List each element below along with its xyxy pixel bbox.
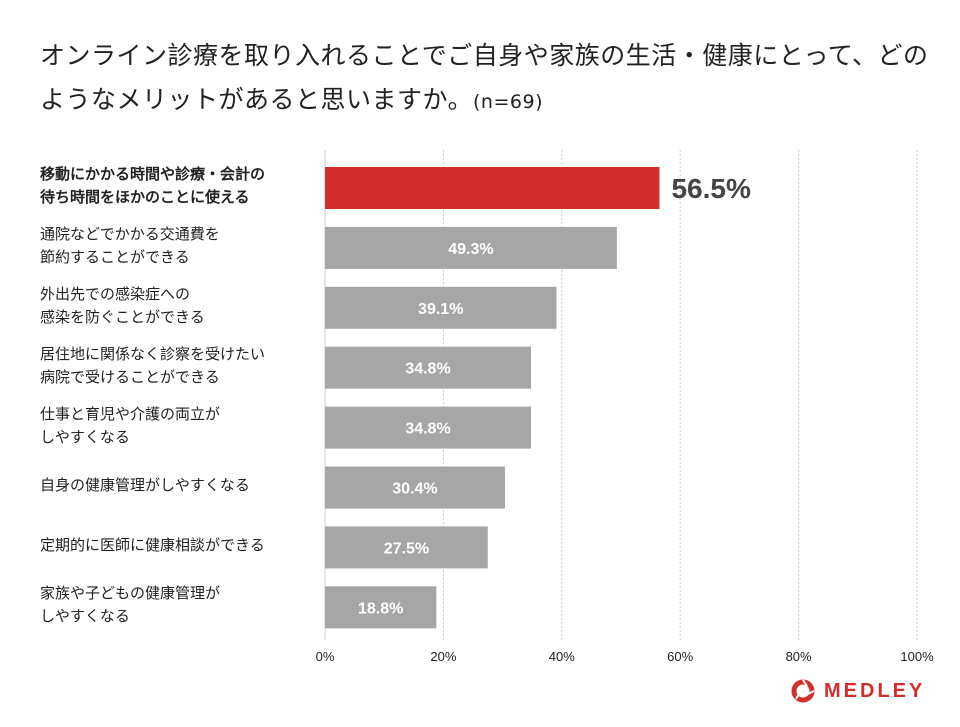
category-label: 外出先での感染症への 感染を防ぐことができる bbox=[40, 283, 320, 329]
title-text: オンライン診療を取り入れることでご自身や家族の生活・健康にとって、どのようなメリ… bbox=[40, 41, 929, 114]
category-label-line: 外出先での感染症への bbox=[40, 284, 191, 303]
category-label-line: しやすくなる bbox=[40, 607, 130, 626]
bar bbox=[325, 346, 532, 389]
bar bbox=[325, 226, 617, 269]
x-tick-label: 0% bbox=[316, 649, 335, 664]
data-label: 49.3% bbox=[448, 241, 493, 258]
bar bbox=[325, 586, 437, 629]
x-tick-label: 20% bbox=[430, 649, 456, 664]
category-label-line: 自身の健康管理がしやすくなる bbox=[40, 476, 250, 494]
logo-text: MEDLEY bbox=[824, 679, 926, 702]
sample-size: (n=69) bbox=[473, 91, 543, 113]
category-label: 自身の健康管理がしやすくなる bbox=[40, 474, 320, 497]
medley-logo-icon bbox=[791, 679, 815, 703]
data-label: 30.4% bbox=[392, 481, 437, 498]
category-label: 通院などでかかる交通費を 節約することができる bbox=[40, 223, 320, 269]
chart-title: オンライン診療を取り入れることでご自身や家族の生活・健康にとって、どのようなメリ… bbox=[40, 34, 940, 124]
x-tick-label: 100% bbox=[900, 649, 934, 664]
category-label-line: 病院で受けることができる bbox=[40, 367, 220, 386]
category-label-line: 仕事と育児や介護の両立が bbox=[40, 404, 221, 423]
bar bbox=[325, 167, 660, 209]
category-label-line: 移動にかかる時間や診療・会計の bbox=[40, 165, 266, 183]
x-tick-label: 80% bbox=[786, 649, 812, 664]
category-label-line: 通院などでかかる交通費を bbox=[40, 224, 220, 243]
bar bbox=[325, 286, 557, 329]
bar bbox=[325, 526, 488, 569]
data-label: 34.8% bbox=[405, 361, 450, 378]
category-label-line: 感染を防ぐことができる bbox=[40, 307, 205, 326]
data-label: 27.5% bbox=[384, 540, 429, 557]
category-label: 居住地に関係なく診察を受けたい 病院で受けることができる bbox=[40, 343, 320, 389]
bar bbox=[325, 466, 505, 509]
category-label-line: しやすくなる bbox=[40, 427, 130, 446]
category-label: 家族や子どもの健康管理が しやすくなる bbox=[40, 582, 320, 628]
category-label: 定期的に医師に健康相談ができる bbox=[40, 534, 320, 557]
category-label-line: 居住地に関係なく診察を受けたい bbox=[40, 344, 266, 363]
category-label-line: 節約することができる bbox=[40, 247, 190, 266]
x-tick-label: 60% bbox=[667, 649, 693, 664]
data-label: 39.1% bbox=[418, 301, 463, 318]
x-tick-label: 40% bbox=[549, 649, 575, 664]
data-label: 18.8% bbox=[358, 600, 403, 617]
data-label: 34.8% bbox=[405, 421, 450, 438]
medley-logo: MEDLEY bbox=[790, 678, 925, 704]
category-label-line: 定期的に医師に健康相談ができる bbox=[40, 535, 265, 554]
category-label-line: 待ち時間をほかのことに使える bbox=[40, 188, 250, 206]
category-label-line: 家族や子どもの健康管理が bbox=[40, 584, 221, 603]
category-label: 移動にかかる時間や診療・会計の 待ち時間をほかのことに使える bbox=[40, 163, 320, 209]
data-label: 56.5% bbox=[671, 173, 750, 204]
bar bbox=[325, 406, 532, 449]
category-label: 仕事と育児や介護の両立が しやすくなる bbox=[40, 403, 320, 449]
